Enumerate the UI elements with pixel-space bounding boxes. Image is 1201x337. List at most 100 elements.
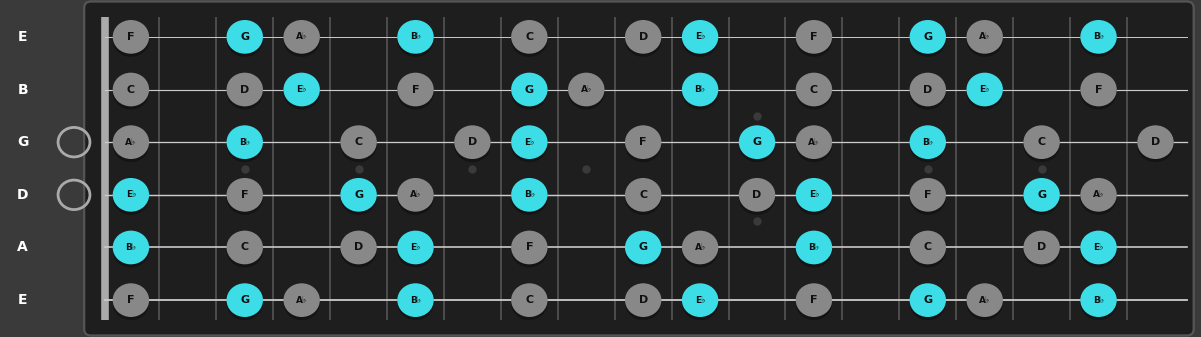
- Text: B♭: B♭: [1093, 32, 1104, 41]
- Circle shape: [625, 178, 662, 212]
- Circle shape: [227, 286, 263, 320]
- Circle shape: [283, 23, 319, 57]
- Text: A♭: A♭: [297, 296, 307, 305]
- Circle shape: [1081, 178, 1117, 212]
- Circle shape: [909, 23, 946, 57]
- Text: D: D: [1151, 137, 1160, 147]
- Text: F: F: [1095, 85, 1103, 94]
- Circle shape: [909, 283, 946, 317]
- Circle shape: [682, 73, 718, 106]
- Circle shape: [796, 231, 832, 264]
- Circle shape: [512, 73, 548, 106]
- Text: E: E: [18, 30, 28, 44]
- Circle shape: [909, 234, 946, 268]
- Text: D: D: [639, 32, 647, 42]
- Circle shape: [113, 23, 149, 57]
- Text: D: D: [752, 190, 761, 200]
- Circle shape: [398, 234, 434, 268]
- Text: F: F: [127, 295, 135, 305]
- Circle shape: [739, 125, 775, 159]
- Circle shape: [283, 286, 319, 320]
- Circle shape: [967, 286, 1003, 320]
- Circle shape: [283, 76, 319, 110]
- Circle shape: [512, 231, 548, 264]
- FancyBboxPatch shape: [84, 2, 1194, 335]
- Circle shape: [512, 286, 548, 320]
- Text: A♭: A♭: [1093, 190, 1104, 199]
- Circle shape: [398, 20, 434, 54]
- Text: E♭: E♭: [524, 138, 534, 147]
- Circle shape: [227, 234, 263, 268]
- Circle shape: [113, 76, 149, 110]
- Text: A♭: A♭: [808, 138, 819, 147]
- Circle shape: [625, 234, 662, 268]
- Text: A♭: A♭: [979, 296, 991, 305]
- Text: D: D: [924, 85, 932, 94]
- Text: A♭: A♭: [694, 243, 706, 252]
- Circle shape: [398, 231, 434, 264]
- Circle shape: [967, 20, 1003, 54]
- Circle shape: [967, 283, 1003, 317]
- Circle shape: [227, 76, 263, 110]
- Circle shape: [227, 73, 263, 106]
- Circle shape: [113, 125, 149, 159]
- Circle shape: [227, 283, 263, 317]
- Text: G: G: [639, 243, 647, 252]
- Text: C: C: [354, 137, 363, 147]
- Circle shape: [796, 125, 832, 159]
- Text: G: G: [924, 32, 932, 42]
- Circle shape: [625, 23, 662, 57]
- Text: B♭: B♭: [1093, 296, 1104, 305]
- Circle shape: [512, 20, 548, 54]
- Text: D: D: [354, 243, 363, 252]
- Text: C: C: [809, 85, 818, 94]
- Text: E♭: E♭: [695, 32, 705, 41]
- Circle shape: [739, 128, 775, 162]
- Circle shape: [967, 76, 1003, 110]
- Circle shape: [113, 178, 149, 212]
- Circle shape: [1081, 234, 1117, 268]
- Text: E♭: E♭: [980, 85, 990, 94]
- Circle shape: [625, 125, 662, 159]
- Circle shape: [625, 283, 662, 317]
- Circle shape: [227, 178, 263, 212]
- Circle shape: [227, 181, 263, 215]
- Circle shape: [682, 234, 718, 268]
- Circle shape: [340, 181, 377, 215]
- Circle shape: [1023, 178, 1059, 212]
- Circle shape: [625, 128, 662, 162]
- Circle shape: [512, 181, 548, 215]
- Text: F: F: [924, 190, 932, 200]
- Text: F: F: [127, 32, 135, 42]
- Circle shape: [909, 178, 946, 212]
- Circle shape: [796, 286, 832, 320]
- Text: C: C: [924, 243, 932, 252]
- Text: E♭: E♭: [297, 85, 307, 94]
- Circle shape: [682, 286, 718, 320]
- Circle shape: [454, 125, 491, 159]
- Circle shape: [113, 20, 149, 54]
- Circle shape: [398, 181, 434, 215]
- Circle shape: [227, 23, 263, 57]
- Circle shape: [796, 283, 832, 317]
- Circle shape: [512, 283, 548, 317]
- Text: C: C: [1038, 137, 1046, 147]
- Circle shape: [227, 20, 263, 54]
- Circle shape: [512, 125, 548, 159]
- Circle shape: [625, 286, 662, 320]
- Text: F: F: [241, 190, 249, 200]
- Circle shape: [967, 23, 1003, 57]
- Circle shape: [454, 128, 491, 162]
- Circle shape: [512, 234, 548, 268]
- Circle shape: [113, 231, 149, 264]
- Circle shape: [398, 23, 434, 57]
- Circle shape: [340, 231, 377, 264]
- Circle shape: [398, 178, 434, 212]
- Text: C: C: [525, 295, 533, 305]
- Circle shape: [739, 181, 775, 215]
- Circle shape: [967, 73, 1003, 106]
- Circle shape: [625, 181, 662, 215]
- Circle shape: [682, 23, 718, 57]
- Circle shape: [113, 283, 149, 317]
- Circle shape: [682, 20, 718, 54]
